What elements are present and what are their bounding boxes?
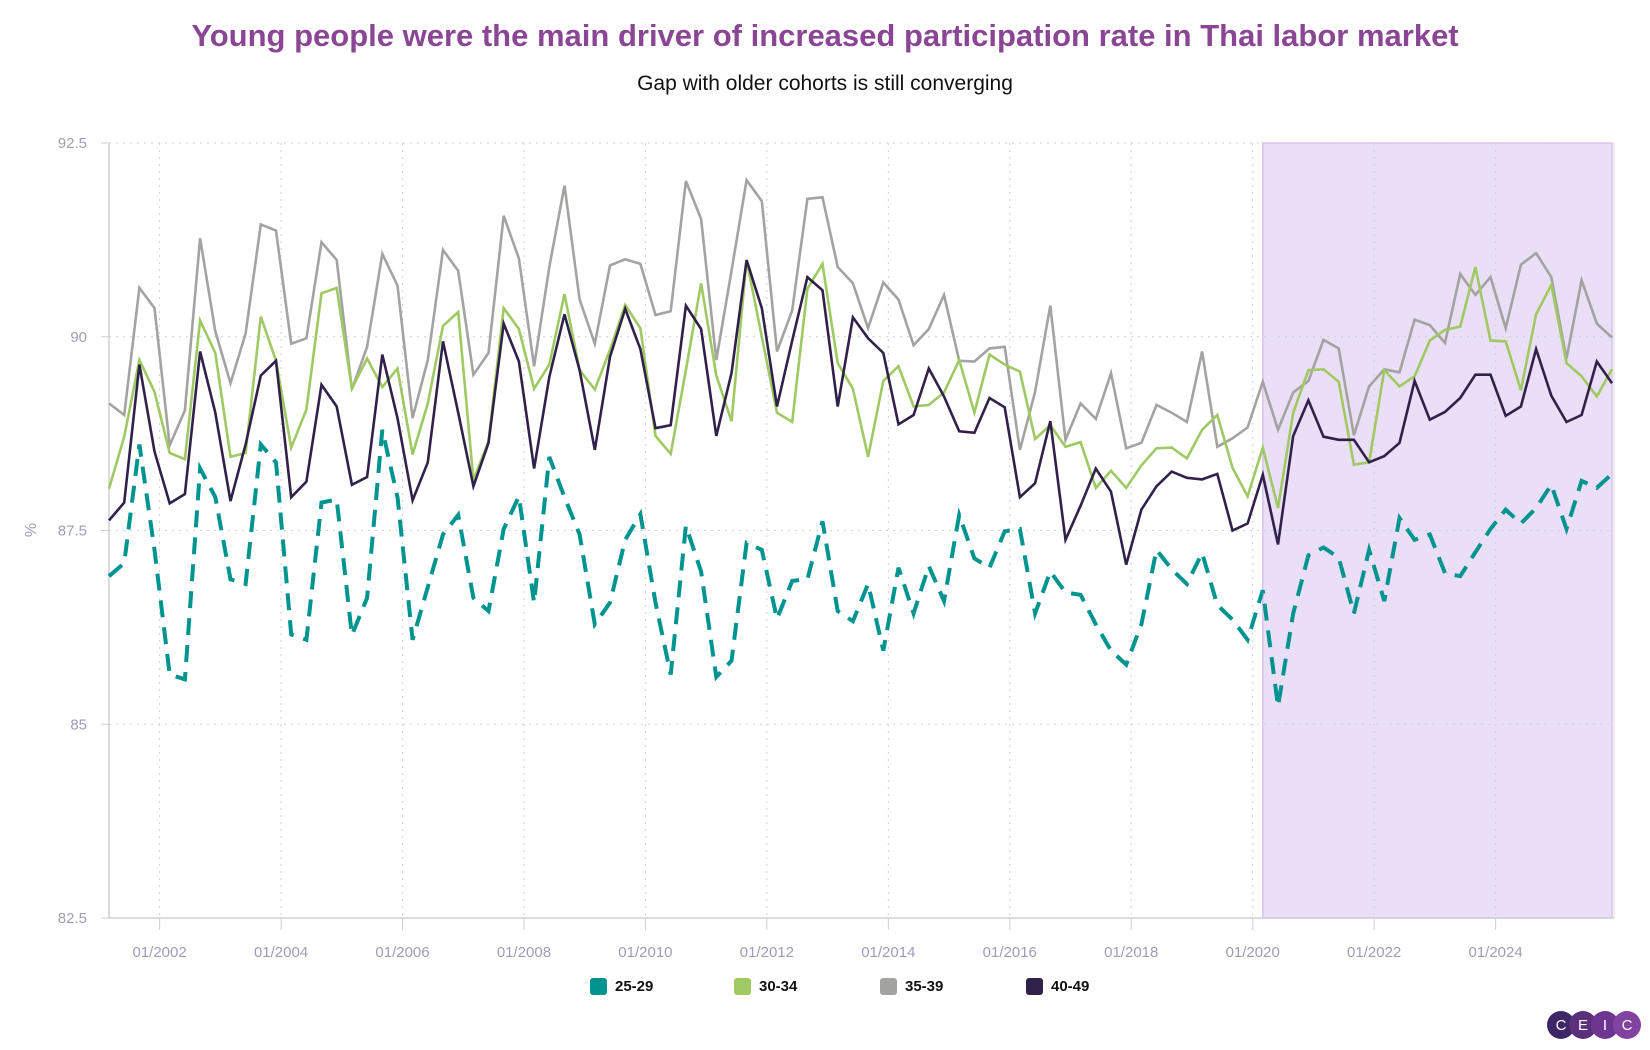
logo-circle: C — [1613, 1011, 1641, 1039]
x-tick-label: 01/2018 — [1104, 944, 1158, 961]
x-tick-label: 01/2022 — [1347, 944, 1401, 961]
x-tick-label: 01/2006 — [375, 944, 429, 961]
y-tick-label: 87.5 — [58, 523, 87, 540]
series-line-35-39 — [108, 176, 1613, 451]
legend-label: 35-39 — [905, 978, 944, 995]
legend-label: 40-49 — [1051, 978, 1090, 995]
y-axis-label: % — [23, 523, 40, 537]
chart-title: Young people were the main driver of inc… — [191, 18, 1459, 53]
series-line-30-34 — [107, 259, 1614, 509]
chart-subtitle: Gap with older cohorts is still convergi… — [637, 72, 1013, 95]
legend-swatch — [1026, 978, 1043, 995]
x-tick-label: 01/2008 — [497, 944, 551, 961]
x-tick-label: 01/2010 — [618, 944, 672, 961]
y-tick-label: 82.5 — [58, 910, 87, 927]
series-line-40-49 — [108, 259, 1614, 565]
x-tick-label: 01/2014 — [861, 944, 915, 961]
ceic-logo: C E I C — [1547, 1011, 1641, 1039]
y-tick-label: 90 — [70, 329, 87, 346]
legend-item-35-39[interactable]: 35-39 — [880, 978, 943, 995]
x-tick-label: 01/2002 — [132, 944, 186, 961]
x-tick-label: 01/2004 — [254, 944, 308, 961]
legend-swatch — [880, 978, 897, 995]
legend: 25-29 30-34 35-39 40-49 — [0, 978, 1650, 1002]
legend-label: 30-34 — [759, 978, 798, 995]
legend-item-30-34[interactable]: 30-34 — [734, 978, 797, 995]
legend-label: 25-29 — [615, 978, 654, 995]
x-tick-label: 01/2020 — [1226, 944, 1280, 961]
x-tick-label: 01/2024 — [1468, 944, 1522, 961]
legend-item-40-49[interactable]: 40-49 — [1026, 978, 1089, 995]
legend-swatch — [734, 978, 751, 995]
legend-swatch — [590, 978, 607, 995]
x-tick-label: 01/2016 — [983, 944, 1037, 961]
legend-item-25-29[interactable]: 25-29 — [590, 978, 653, 995]
y-tick-label: 92.5 — [58, 135, 87, 152]
y-tick-label: 85 — [70, 716, 87, 733]
x-tick-label: 01/2012 — [740, 944, 794, 961]
series-line-25-29 — [107, 429, 1614, 707]
